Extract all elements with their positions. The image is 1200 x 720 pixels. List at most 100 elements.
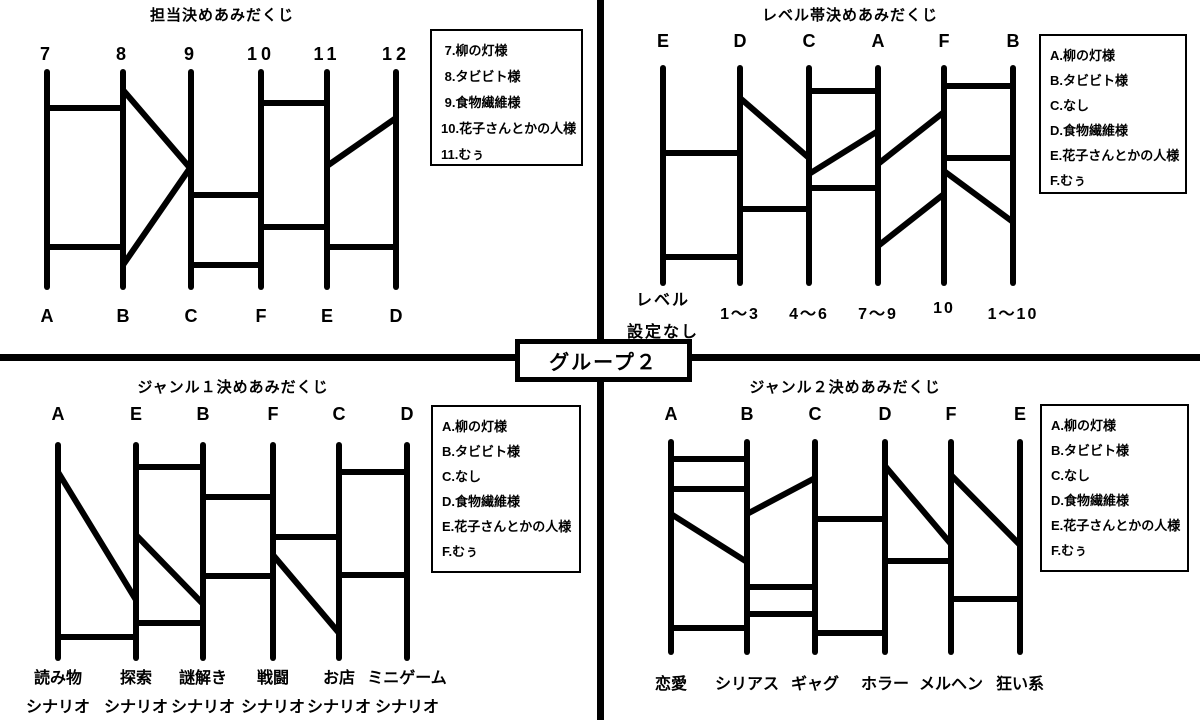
legend-item: F.むぅ — [1050, 173, 1087, 188]
legend-box: A.柳の灯様 B.タビビト様 C.なし D.食物繊維様 E.花子さんとかの人様 F.むぅ — [1040, 404, 1189, 572]
ladder-bottom-label: 4～6 — [789, 306, 829, 323]
ladder-bottom-label: シナリオ — [170, 699, 235, 716]
ladder-bottom-label: レベル — [635, 292, 690, 309]
ladder-bottom-label: お店 — [322, 670, 355, 687]
ladder-bottom-label: ホラー — [860, 676, 909, 693]
ladder-bottom-label: 戦闘 — [256, 670, 289, 687]
legend-box: A.柳の灯様 B.タビビト様 C.なし D.食物繊維様 E.花子さんとかの人様 F.むぅ — [1039, 34, 1187, 194]
ladder-bottom-label: D — [389, 306, 403, 326]
ladder-bottom-label: C — [184, 306, 198, 326]
legend-item: D.食物繊維様 — [1050, 123, 1129, 138]
legend-item: B.タビビト様 — [1051, 443, 1130, 458]
ladder-top-label: E — [129, 404, 142, 424]
legend-item: B.タビビト様 — [1050, 73, 1129, 88]
legend-item: E.花子さんとかの人様 — [1050, 148, 1180, 163]
ladder-rung — [882, 463, 954, 547]
ladder-top-label: A — [664, 404, 678, 424]
ladder-rung — [744, 475, 818, 517]
ladder-top-label: B — [196, 404, 210, 424]
ladder-bottom-label: 1～3 — [720, 306, 760, 323]
legend-item: E.花子さんとかの人様 — [1051, 518, 1181, 533]
ladder-top-label: 7 — [39, 44, 54, 64]
ladder-bottom-label: シナリオ — [306, 699, 371, 716]
ladder-top-label: 11 — [313, 44, 341, 64]
ladder-bottom-label: シナリオ — [240, 699, 305, 716]
ladder-top-label: 12 — [381, 44, 411, 64]
ladder-bottom-label: 恋愛 — [654, 676, 687, 693]
quadrant-title-assignment: 担当決めあみだくじ — [149, 7, 294, 24]
ladder-top-label: A — [871, 31, 885, 51]
ladder-bottom-label: ギャグ — [790, 676, 839, 693]
ladder-top-label: E — [1013, 404, 1026, 424]
legend-item: D.食物繊維様 — [1051, 493, 1130, 508]
legend-box: 7.柳の灯様 8.タビビト様 9.食物繊維様 10.花子さんとかの人様 11.むぅ — [430, 29, 583, 166]
legend-item: A.柳の灯様 — [1050, 48, 1116, 63]
ladder-bottom-label: シナリオ — [103, 699, 168, 716]
ladder-bottom-label: シナリオ — [374, 699, 439, 716]
ladder-top-label: A — [51, 404, 65, 424]
ladder-top-label: D — [733, 31, 747, 51]
ladder-rung — [875, 109, 947, 167]
legend-item: A.柳の灯様 — [1051, 418, 1117, 433]
legend-item: 8.タビビト様 — [441, 69, 521, 84]
ladder-rung — [55, 469, 139, 603]
legend-item: D.食物繊維様 — [442, 494, 521, 509]
ladder-top-label: 9 — [183, 44, 198, 64]
legend-item: C.なし — [442, 469, 482, 484]
legend-item: B.タビビト様 — [442, 444, 521, 459]
ladder-rung — [120, 87, 193, 171]
ladder-rung — [668, 511, 750, 565]
legend-item: C.なし — [1051, 468, 1091, 483]
legend-item: 10.花子さんとかの人様 — [441, 121, 577, 136]
ladder-top-label: D — [400, 404, 414, 424]
ladder-top-label: B — [740, 404, 754, 424]
ladder-rung — [324, 115, 399, 169]
ladder-top-label: F — [945, 404, 957, 424]
ladder-bottom-label: 狂い系 — [995, 676, 1044, 693]
ladder-top-label: F — [267, 404, 279, 424]
ladder-bottom-label: F — [255, 306, 267, 326]
legend-box: A.柳の灯様 B.タビビト様 C.なし D.食物繊維様 E.花子さんとかの人様 F.むぅ — [431, 405, 581, 573]
ladder-bottom-label: シナリオ — [25, 699, 90, 716]
ladder-bottom-label: メルヘン — [918, 676, 983, 693]
ladder-bottom-label: 読み物 — [33, 670, 82, 687]
ladder-top-label: C — [802, 31, 816, 51]
legend-item: F.むぅ — [442, 544, 479, 559]
ladder-bottom-label: 謎解き — [178, 670, 227, 687]
ladder-bottom-label: シリアス — [714, 676, 779, 693]
ladder-rung — [948, 472, 1023, 548]
quadrant-divider-horizontal-right — [690, 354, 1200, 361]
legend-item: 11.むぅ — [441, 147, 485, 162]
legend-item: F.むぅ — [1051, 543, 1088, 558]
ladder-rung — [133, 532, 206, 607]
legend-item: 7.柳の灯様 — [441, 43, 508, 58]
ladder-top-label: E — [656, 31, 669, 51]
ladder-rung — [875, 191, 947, 249]
ladder-rung — [806, 128, 881, 177]
ladder-top-label: D — [878, 404, 892, 424]
ladder-bottom-label: 1～10 — [987, 306, 1039, 323]
quadrant-title-genre2: ジャンル２決めあみだくじ — [749, 379, 941, 396]
ladder-bottom-label: 設定なし — [626, 324, 699, 341]
ladder-bottom-label: B — [116, 306, 130, 326]
quadrant-divider-horizontal-left — [0, 354, 517, 361]
group-label-box: グループ２ — [515, 339, 692, 382]
ladder-top-label: F — [938, 31, 950, 51]
ladder-bottom-label: 探索 — [119, 670, 152, 687]
ladder-bottom-label: 7～9 — [858, 306, 898, 323]
legend-item: A.柳の灯様 — [442, 419, 508, 434]
legend-item: E.花子さんとかの人様 — [442, 519, 572, 534]
ladder-bottom-label: ミニゲーム — [367, 670, 447, 687]
ladder-top-label: 10 — [246, 44, 276, 64]
ladder-top-label: 8 — [115, 44, 130, 64]
ladder-top-label: B — [1006, 31, 1020, 51]
group-label: グループ２ — [549, 352, 658, 374]
ladder-rung — [120, 165, 193, 268]
ladder-rung — [737, 95, 812, 161]
ladder-rung — [270, 552, 342, 636]
legend-item: 9.食物繊維様 — [441, 95, 521, 110]
ladder-bottom-label: A — [40, 306, 54, 326]
ladder-bottom-label: 10 — [933, 300, 955, 317]
